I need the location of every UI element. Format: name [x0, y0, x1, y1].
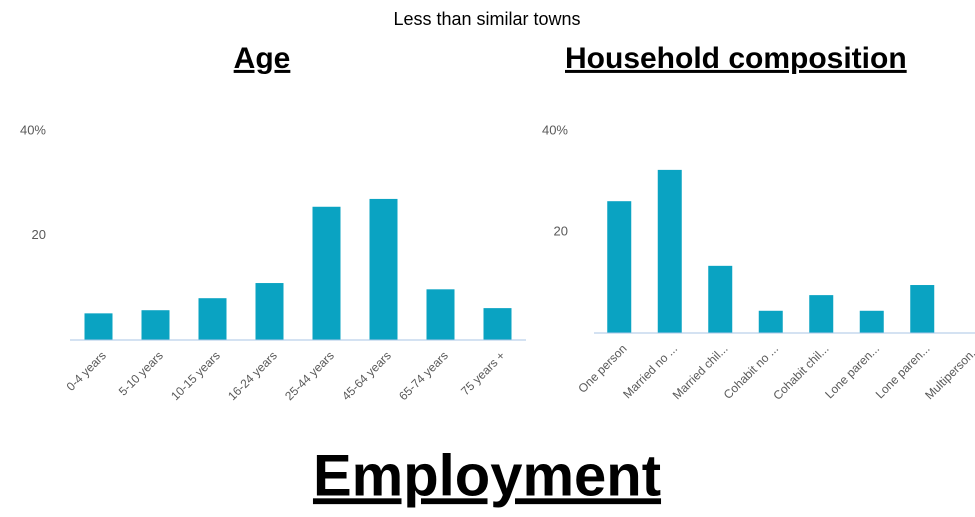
bar: [198, 298, 227, 340]
x-tick-label: 10-15 years: [168, 348, 223, 403]
y-tick-label: 20: [32, 227, 46, 242]
x-tick-label: 75 years +: [458, 348, 508, 398]
bar: [809, 295, 834, 333]
bar: [426, 289, 455, 340]
x-tick-label: 0-4 years: [64, 348, 109, 393]
chart-title: Household composition: [565, 42, 907, 75]
bar: [84, 313, 113, 340]
bar: [369, 198, 398, 340]
x-tick-label: 65-74 years: [396, 348, 451, 403]
bar: [255, 283, 284, 340]
y-tick-label: 20: [554, 223, 568, 238]
y-tick-label: 40%: [542, 122, 568, 137]
y-tick-label: 40%: [20, 122, 46, 137]
bar: [141, 310, 170, 340]
section-title: Employment: [313, 443, 661, 508]
x-tick-label: 16-24 years: [225, 348, 280, 403]
x-tick-label: 5-10 years: [116, 348, 166, 398]
subtitle: Less than similar towns: [393, 9, 580, 29]
x-tick-label: One person: [575, 341, 629, 395]
bar: [910, 285, 935, 333]
chart-title: Age: [234, 42, 291, 75]
bar: [657, 169, 682, 333]
x-tick-label: 25-44 years: [282, 348, 337, 403]
x-tick-label: 45-64 years: [339, 348, 394, 403]
bar: [758, 310, 783, 333]
bar: [483, 308, 512, 340]
bar: [859, 310, 884, 333]
bar: [312, 206, 341, 340]
bar: [607, 201, 632, 333]
bar: [708, 265, 733, 333]
